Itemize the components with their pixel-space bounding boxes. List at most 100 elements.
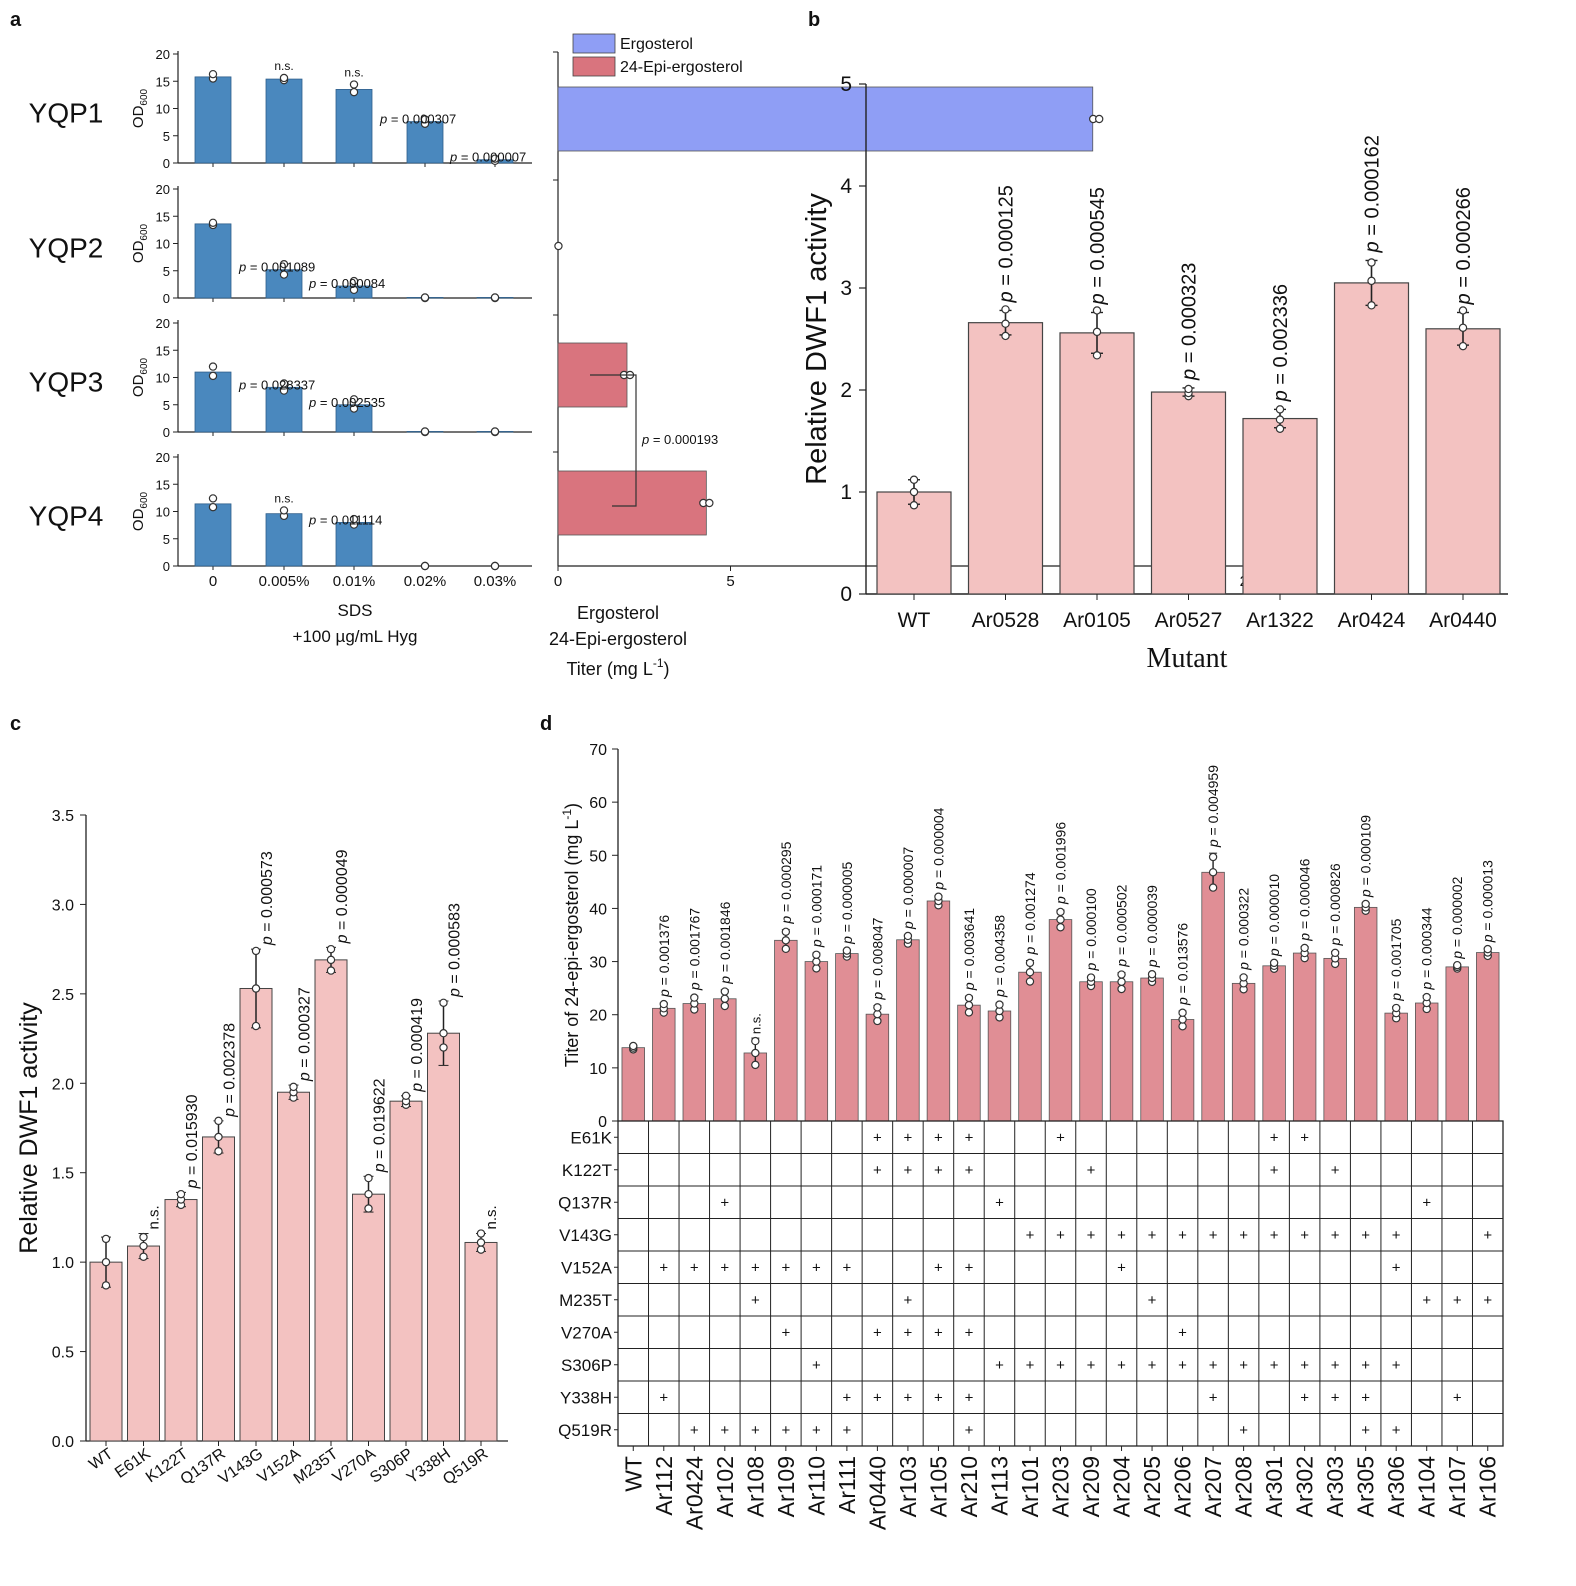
replicate-point [208,502,218,512]
x-tick-label: Ar112 [651,1456,677,1516]
replicate-point [176,1189,186,1199]
titer-bar-yqp1 [557,86,1094,152]
replicate-point [349,285,359,295]
replicate-point [349,87,359,97]
bar-ar112 [652,1007,676,1122]
mutation-mark: + [1483,1227,1492,1244]
mutation-mark: + [965,1129,974,1146]
y-tick-label: 15 [156,209,170,224]
replicate-point [812,964,821,973]
replicate-point [1275,405,1285,414]
bar-ar204 [1109,981,1134,1122]
replicate-point [476,1229,486,1238]
y-axis-label: OD600 [130,88,150,128]
replicate-point [751,1060,760,1070]
y-tick-label: 10 [589,1061,607,1078]
x-tick-label: Ar302 [1292,1456,1318,1517]
bar-ar105 [926,900,951,1122]
replicate-point [208,69,218,79]
bar-ar103 [896,939,920,1122]
mutation-row-label: V152A [561,1258,613,1277]
bar-ar107 [1445,966,1469,1122]
mutation-mark: + [659,1259,668,1276]
replicate-point [751,1048,760,1058]
titer-bar-yqp4 [557,470,707,536]
p-value-label: p = 0.000266 [1453,187,1475,305]
replicate-point [490,561,500,571]
p-value-label: p = 0.002535 [308,395,385,410]
y-tick-label: 20 [589,1008,607,1025]
x-axis-subtitle: +100 µg/mL Hyg [293,627,418,646]
replicate-point [1178,1022,1187,1031]
x-tick-label: Ar207 [1200,1456,1226,1517]
p-value-label: p = 0.001705 [1388,918,1404,1001]
bar-yqp4-2 [335,522,373,567]
replicate-point [842,946,852,955]
mutation-mark: + [873,1162,882,1179]
x-tick-label: WT [898,609,931,632]
replicate-point [1269,958,1279,968]
mutation-mark: + [812,1357,821,1374]
y-tick-label: 15 [156,343,170,358]
mutation-mark: + [1117,1357,1126,1374]
y-tick-label: 0 [163,425,170,440]
p-value-label: p = 0.008047 [869,917,885,1000]
x-tick-label: Ar107 [1444,1456,1470,1517]
replicate-point [1086,973,1096,982]
y-tick-label: 10 [156,237,170,252]
panel-label-c: c [10,713,21,735]
replicate-point [208,371,218,381]
mutation-mark: + [720,1422,729,1439]
replicate-point [903,931,913,941]
p-value-label: p = 0.000039 [1144,885,1160,968]
replicate-point [690,993,699,1002]
replicate-point [781,944,791,954]
x-tick-label: Ar0424 [681,1456,707,1530]
p-value-label: p = 0.028337 [238,377,315,392]
replicate-point [279,260,289,269]
mutation-mark: + [1361,1227,1370,1244]
replicate-point [1117,970,1126,979]
replicate-point [214,1132,223,1142]
bar-yqp1-0 [194,76,232,164]
replicate-point [1458,306,1468,315]
y-tick-label: 50 [589,848,607,865]
replicate-point [1056,907,1065,917]
replicate-point [490,293,500,302]
bar-e61k [127,1245,160,1442]
mutation-mark: + [1148,1227,1157,1244]
mutation-row-label: Q137R [558,1193,612,1212]
mutation-mark: + [781,1422,790,1439]
replicate-point [420,561,430,571]
mutation-mark: + [1270,1162,1279,1179]
x-tick-label: 0.01% [333,573,376,590]
p-value-label: p = 0.001274 [1022,872,1038,955]
x-tick-label: 0 [209,573,217,590]
replicate-point [279,270,289,279]
replicate-point [720,1001,730,1011]
mutation-mark: + [1331,1227,1340,1244]
replicate-point [751,1036,760,1046]
y-tick-label: 3 [840,277,852,300]
bar-q137r [202,1136,235,1442]
x-axis-title: Mutant [1147,643,1228,674]
x-tick-label: 0.02% [404,573,447,590]
y-tick-label: 20 [156,450,170,465]
mutation-mark: + [1209,1389,1218,1406]
p-value-label: p = 0.000005 [839,862,855,945]
p-value-label: p = 0.000109 [1358,815,1374,898]
y-tick-label: 5 [163,532,170,547]
p-value-label: p = 0.000162 [1362,135,1384,253]
mutation-mark: + [1422,1292,1431,1309]
replicate-point [289,1082,298,1092]
mutation-mark: + [904,1292,913,1309]
x-tick-label: Ar1322 [1246,609,1314,632]
bar-ar102 [713,998,737,1122]
x-tick-label: Ar208 [1231,1456,1257,1517]
x-tick-label: Ar101 [1017,1456,1043,1517]
row-label-yqp4: YQP4 [29,501,104,532]
bar-v152a [277,1091,310,1442]
y-axis-label: OD600 [130,223,150,263]
replicate-point [1367,301,1376,310]
y-tick-label: 5 [840,73,852,96]
